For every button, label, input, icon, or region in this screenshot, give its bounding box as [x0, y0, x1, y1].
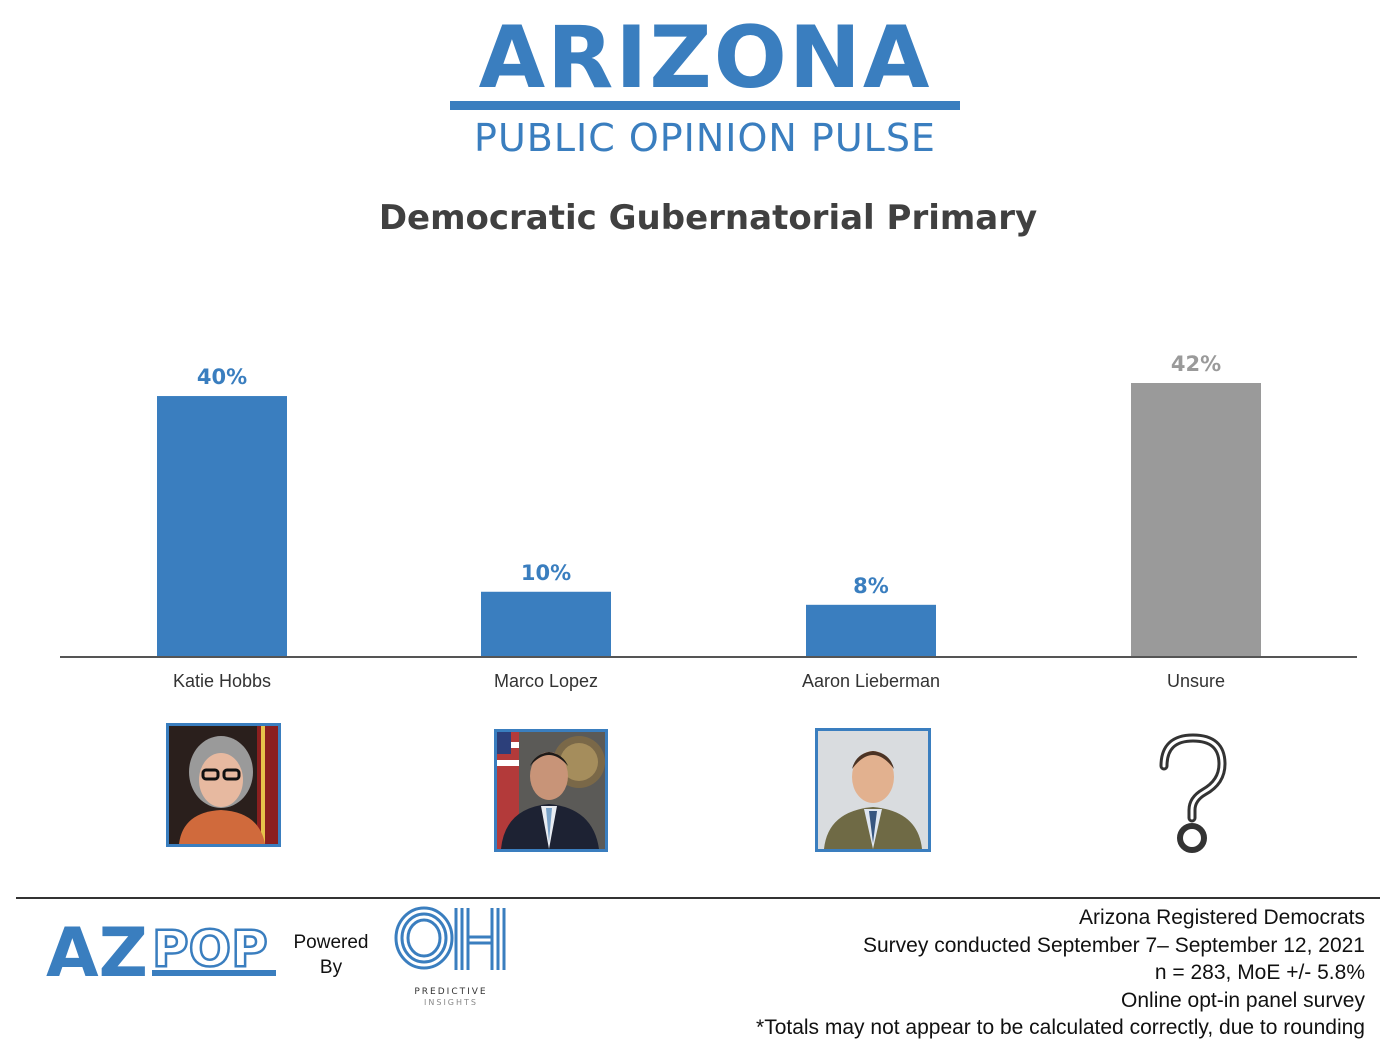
note-method: Online opt-in panel survey [1121, 988, 1365, 1012]
note-rounding: *Totals may not appear to be calculated … [756, 1016, 1365, 1039]
predictive-insights-logo: PREDICTIVE INSIGHTS [394, 906, 506, 1007]
bar-unsure [1131, 383, 1261, 657]
bar-chart: 40% Katie Hobbs 10% Marco Lopez 8% Aaron Lieb… [60, 352, 1357, 691]
note-sample: n = 283, MoE +/- 5.8% [1154, 961, 1365, 984]
data-label-unsure: 42% [1171, 352, 1221, 376]
powered-by-line-1: Powered [293, 932, 369, 953]
partner-name-line-2: INSIGHTS [424, 998, 478, 1007]
partner-name-line-1: PREDICTIVE [414, 987, 487, 997]
data-label-aaron-lieberman: 8% [853, 574, 889, 598]
bar-marco-lopez [481, 591, 611, 657]
footer-divider [16, 897, 1380, 899]
azpop-logo-pop: POP [152, 920, 268, 978]
question-mark-icon [1159, 733, 1227, 853]
powered-by-line-2: By [319, 957, 343, 978]
brand-rule [450, 101, 960, 110]
brand-title: ARIZONA [478, 8, 932, 108]
data-label-marco-lopez: 10% [521, 561, 571, 585]
photo-katie-hobbs-icon [166, 723, 281, 847]
category-label-unsure: Unsure [1167, 671, 1225, 691]
category-label-katie-hobbs: Katie Hobbs [173, 671, 271, 691]
category-label-marco-lopez: Marco Lopez [494, 671, 598, 691]
category-label-aaron-lieberman: Aaron Lieberman [802, 671, 940, 691]
survey-notes: Arizona Registered Democrats Survey cond… [756, 904, 1365, 1042]
azpop-logo-az: AZ [46, 914, 148, 984]
note-dates: Survey conducted September 7– September … [863, 933, 1365, 957]
photo-aaron-lieberman-icon [815, 728, 931, 852]
azpop-logo: AZ POP [46, 914, 276, 984]
data-label-katie-hobbs: 40% [197, 365, 247, 389]
powered-by-label: Powered By [286, 930, 376, 980]
bar-katie-hobbs [157, 396, 287, 657]
note-population: Arizona Registered Democrats [1079, 906, 1365, 929]
brand-subtitle: PUBLIC OPINION PULSE [474, 116, 936, 160]
bar-aaron-lieberman [806, 604, 936, 657]
photo-marco-lopez-icon [494, 729, 608, 852]
chart-title: Democratic Gubernatorial Primary [378, 198, 1038, 238]
